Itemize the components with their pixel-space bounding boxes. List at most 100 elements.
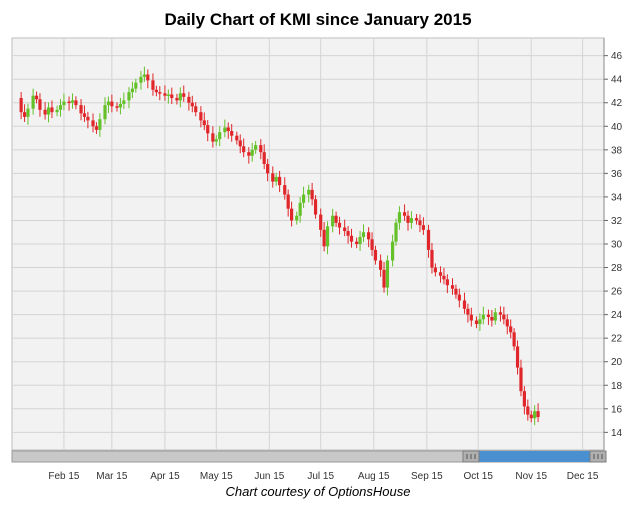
candle: [301, 186, 306, 208]
y-tick-label: 34: [611, 192, 623, 203]
candle: [313, 195, 318, 219]
candle-body: [469, 314, 473, 321]
candle: [166, 89, 170, 104]
candle: [536, 403, 540, 423]
candle: [289, 201, 294, 227]
candle: [373, 245, 378, 265]
candle-body: [94, 126, 99, 130]
candle: [334, 211, 338, 227]
candle: [278, 170, 282, 193]
candle: [426, 224, 431, 258]
candle: [266, 158, 270, 182]
candle: [406, 210, 410, 231]
candle: [331, 208, 335, 233]
candle: [74, 96, 78, 110]
candle: [390, 234, 395, 267]
x-tick-label: Aug 15: [358, 471, 390, 482]
candle: [58, 99, 63, 117]
candle: [337, 216, 342, 235]
candle-body: [170, 94, 174, 99]
y-tick-label: 40: [611, 122, 623, 133]
candle: [142, 66, 146, 82]
candle-body: [486, 314, 491, 317]
y-tick-label: 30: [611, 240, 623, 251]
y-tick-label: 22: [611, 334, 623, 345]
x-axis: Feb 15 Mar 15 Apr 15 May 15 Jun 15 Jul 15 Aug …: [48, 471, 599, 482]
candle: [79, 99, 83, 121]
x-tick-label: Nov 15: [515, 471, 547, 482]
candle-body: [110, 101, 114, 107]
candle-body: [218, 132, 222, 140]
candle-body: [242, 146, 246, 153]
candle: [271, 166, 275, 188]
candle: [438, 266, 443, 283]
candle-body: [313, 199, 318, 215]
candle-body: [414, 218, 419, 221]
candle: [214, 135, 218, 146]
candle: [509, 319, 513, 339]
scrollbar-thumb[interactable]: [470, 451, 590, 462]
candle: [218, 126, 222, 147]
y-tick-label: 44: [611, 75, 623, 86]
candle-body: [349, 235, 354, 242]
candle-body: [385, 260, 390, 288]
candle-body: [178, 93, 182, 101]
candle-body: [154, 89, 158, 93]
candle: [450, 278, 455, 295]
candle-body: [337, 222, 342, 228]
candle-body: [103, 105, 107, 120]
candle-body: [158, 92, 162, 94]
y-tick-label: 32: [611, 216, 623, 227]
candle-body: [331, 215, 335, 227]
candle-body: [127, 92, 131, 101]
candle: [394, 218, 398, 246]
candle-body: [379, 260, 383, 270]
y-tick-label: 14: [611, 428, 623, 439]
candle: [31, 88, 35, 115]
candle-body: [498, 312, 503, 315]
candle: [442, 267, 446, 285]
candle: [38, 93, 42, 117]
candle: [355, 237, 359, 249]
scrollbar[interactable]: [11, 450, 607, 463]
candle-body: [536, 411, 540, 418]
candle: [91, 113, 95, 133]
candle-body: [62, 101, 66, 106]
y-tick-label: 24: [611, 310, 623, 321]
candle: [414, 213, 419, 225]
candle-body: [98, 119, 102, 130]
candle-body: [310, 189, 314, 200]
candle-body: [319, 214, 323, 230]
candle-body: [259, 145, 263, 153]
candle-body: [322, 229, 326, 247]
candle: [235, 131, 239, 145]
candle: [34, 91, 39, 104]
candle-body: [433, 267, 437, 273]
candles: [19, 66, 540, 426]
candle: [529, 410, 533, 423]
candle-body: [238, 140, 242, 147]
candle-body: [91, 120, 95, 127]
candle-body: [151, 80, 155, 90]
candle: [370, 232, 374, 256]
candle-body: [274, 176, 278, 182]
y-tick-label: 38: [611, 145, 623, 156]
candle-body: [283, 185, 287, 195]
candle: [512, 328, 516, 351]
candle-body: [367, 232, 371, 240]
candle-body: [26, 108, 30, 117]
chart-title: Daily Chart of KMI since January 2015: [164, 10, 472, 29]
candle-body: [271, 173, 275, 182]
candle-body: [262, 152, 266, 164]
candle: [466, 303, 470, 323]
candle: [151, 73, 155, 96]
candle-body: [457, 294, 461, 301]
candle: [418, 214, 422, 233]
candle: [103, 97, 107, 125]
candle: [163, 85, 167, 101]
candle-body: [325, 226, 330, 247]
candle-body: [450, 285, 455, 289]
candle: [70, 93, 75, 109]
candle-body: [361, 232, 366, 237]
candle-body: [278, 176, 282, 186]
